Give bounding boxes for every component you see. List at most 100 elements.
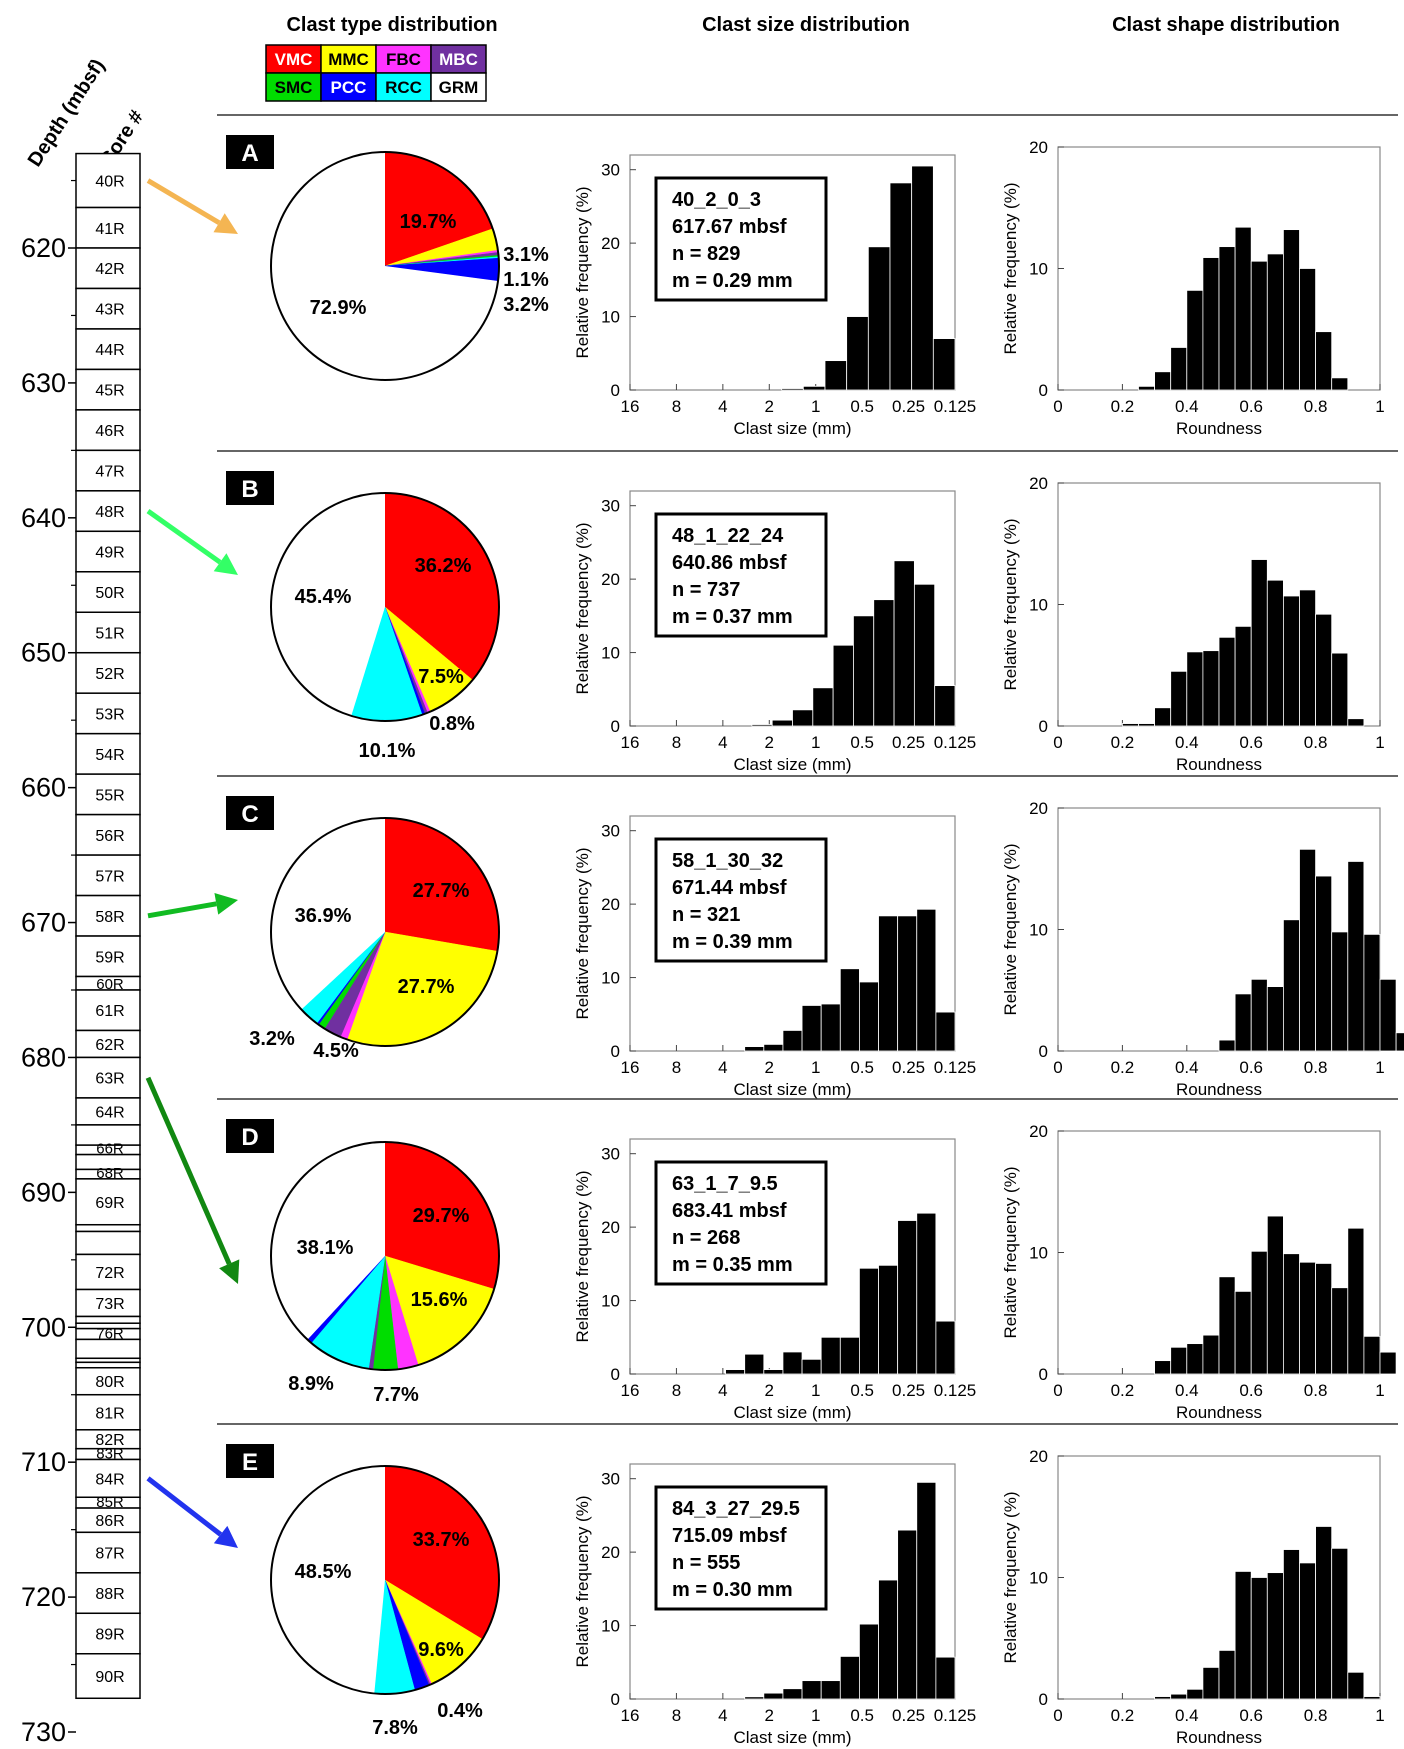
core-box: [75, 1230, 141, 1256]
shape-bar: [1363, 1335, 1381, 1375]
core-box: [75, 935, 141, 978]
core-box: [75, 490, 141, 533]
depth-tick-label: 690: [21, 1177, 66, 1207]
panel-letter: D: [241, 1124, 258, 1151]
core-label: 52R: [95, 666, 124, 683]
core-label: 80R: [95, 1374, 124, 1391]
core-label: 49R: [95, 545, 124, 562]
core-label: 43R: [95, 302, 124, 319]
shape-bar: [1299, 848, 1317, 1052]
shape-xtick-label: 0: [1053, 1381, 1062, 1400]
size-bar: [934, 685, 956, 727]
core-label: 45R: [95, 383, 124, 400]
size-xtick-label: 0.25: [892, 1058, 925, 1077]
shape-bar: [1170, 1693, 1188, 1700]
size-ytick-label: 20: [601, 570, 620, 589]
panel-letter-badge: [226, 471, 274, 505]
core-box: [75, 989, 141, 1032]
legend: VMC MMC FBC MBC SMC PCC RCC GRM: [265, 44, 487, 102]
depth-tick-label: 640: [21, 503, 66, 533]
size-ytick-label: 0: [611, 717, 620, 736]
shape-xtick-label: 1: [1375, 1058, 1384, 1077]
shape-bar: [1202, 650, 1220, 727]
size-bar: [878, 1579, 899, 1700]
size-bar: [763, 1369, 784, 1375]
sample-info-line: 640.86 mbsf: [672, 552, 787, 574]
core-box: [75, 773, 141, 816]
size-xtick-label: 2: [765, 397, 774, 416]
shape-bar: [1379, 1351, 1397, 1375]
size-xtick-label: 1: [811, 733, 820, 752]
pie-label: 29.7%: [413, 1205, 470, 1227]
shape-ytick-label: 10: [1029, 596, 1048, 615]
shape-xtick-label: 0.4: [1175, 733, 1199, 752]
shape-ytick-label: 0: [1039, 381, 1048, 400]
panel-letter-badge: [226, 1119, 274, 1153]
size-xlabel: Clast size (mm): [733, 1080, 851, 1099]
core-label: 59R: [95, 949, 124, 966]
size-ytick-label: 10: [601, 644, 620, 663]
shape-xtick-label: 0.2: [1111, 1706, 1135, 1725]
size-bar: [935, 1320, 956, 1375]
shape-bar: [1218, 246, 1236, 391]
pie-label: 36.9%: [295, 905, 352, 927]
shape-xtick-label: 0.6: [1239, 397, 1263, 416]
pie-label: 36.2%: [415, 555, 472, 577]
panel-letter: E: [242, 1449, 258, 1476]
size-bar: [859, 1623, 879, 1700]
depth-tick-label: 650: [21, 638, 66, 668]
shape-ylabel: Relative frequency (%): [1001, 1492, 1020, 1664]
sample-info-line: 683.41 mbsf: [672, 1200, 787, 1222]
size-bar: [792, 709, 814, 727]
pie-label: 4.5%: [313, 1040, 359, 1062]
sample-info-line: 58_1_30_32: [672, 850, 783, 872]
size-ylabel: Relative frequency (%): [573, 1496, 592, 1668]
pie-slice-grm: [271, 818, 385, 1010]
size-xtick-label: 16: [621, 733, 640, 752]
size-bar: [897, 915, 918, 1052]
shape-bar: [1347, 861, 1365, 1052]
size-bar: [897, 1220, 918, 1375]
size-xtick-label: 2: [765, 1706, 774, 1725]
size-ytick-label: 30: [601, 1145, 620, 1164]
core-box: [75, 1531, 141, 1574]
core-label: 73R: [95, 1296, 124, 1313]
size-bar: [744, 1696, 765, 1700]
pie-outline: [270, 1141, 500, 1371]
pie-label: 7.5%: [418, 666, 464, 688]
header-size: Clast size distribution: [702, 14, 910, 36]
shape-bar: [1266, 253, 1284, 391]
legend-swatch-vmc: [265, 44, 322, 74]
sample-info-box: [654, 512, 828, 638]
size-bar: [820, 1003, 841, 1052]
size-bar: [878, 915, 899, 1052]
shape-xtick-label: 0.6: [1239, 1706, 1263, 1725]
size-ytick-label: 10: [601, 1617, 620, 1636]
shape-bar: [1202, 1334, 1220, 1375]
shape-bar: [1218, 1650, 1236, 1700]
size-xtick-label: 0.5: [850, 733, 874, 752]
size-xtick-label: 8: [672, 733, 681, 752]
depth-tick-label: 700: [21, 1312, 66, 1342]
size-xtick-label: 1: [811, 397, 820, 416]
size-xtick-label: 4: [718, 1381, 727, 1400]
shape-xtick-label: 0: [1053, 733, 1062, 752]
size-bar: [725, 1369, 746, 1375]
depth-tick-label: 660: [21, 773, 66, 803]
size-bar: [867, 246, 891, 391]
depth-tick-label: 680: [21, 1042, 66, 1072]
size-bar: [932, 338, 956, 391]
size-ytick-label: 10: [601, 308, 620, 327]
shape-xtick-label: 0.2: [1111, 733, 1135, 752]
pie-label: 38.1%: [297, 1237, 354, 1259]
shape-ytick-label: 10: [1029, 1569, 1048, 1588]
core-label: 56R: [95, 828, 124, 845]
depth-tick-label: 710: [21, 1447, 66, 1477]
shape-xtick-label: 0.8: [1304, 397, 1328, 416]
shape-bar: [1283, 1253, 1300, 1375]
size-bar: [782, 1688, 803, 1700]
size-bar: [781, 388, 804, 391]
shape-ylabel: Relative frequency (%): [1001, 844, 1020, 1016]
